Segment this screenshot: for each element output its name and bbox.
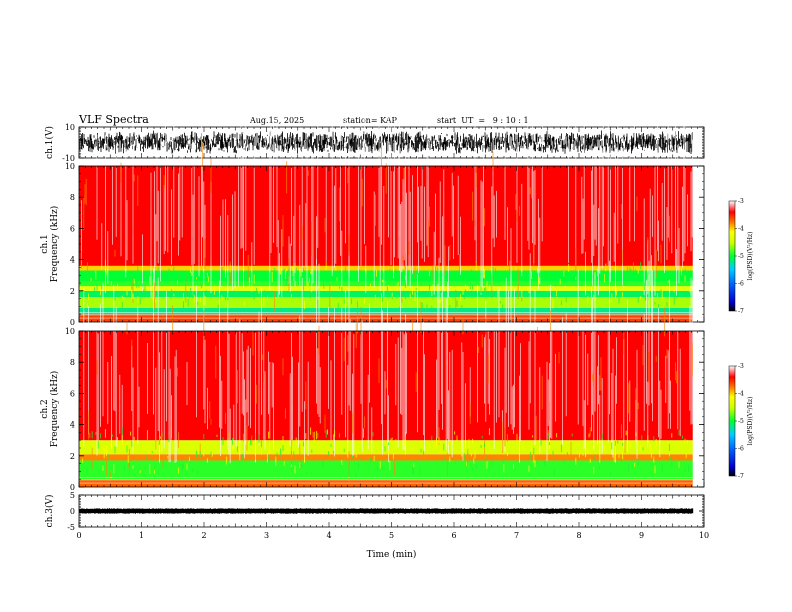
ch1-spectrogram-band: [79, 286, 693, 291]
x-tick-label: 5: [389, 531, 394, 540]
ch1-waveform-ylabel: ch.1(V): [44, 126, 55, 159]
ch1-spectrogram-orange-streaks: [80, 141, 670, 317]
x-axis-label: Time (min): [367, 549, 417, 560]
ch1-spectrogram-ytick-label: 6: [70, 224, 75, 233]
ch1-waveform-axes: 10 -10: [62, 123, 705, 163]
ch1-spectrogram-ytick-label: 8: [70, 193, 75, 202]
ch1-spectrogram-ytick-label: 2: [70, 287, 75, 296]
ch3-waveform-axes: 50-50 1 2 3 4 5 6 7 8 9 10: [67, 491, 709, 540]
station-label: station= KAP: [343, 116, 398, 125]
ch2-spectrogram-ytick-label: 2: [70, 452, 75, 461]
ch1-waveform-marks: [79, 130, 693, 154]
ch1-spectrogram-ylabel: Frequency (kHz): [49, 206, 60, 283]
ch2-spectrogram-band: [79, 440, 693, 455]
ch2-spectrogram-colorbar-tick-label: -5: [738, 418, 744, 425]
ch2-spectrogram-band: [79, 460, 693, 480]
x-tick-label: 6: [451, 531, 456, 540]
ch2-spectrogram-colorbar-tick-label: -3: [738, 363, 744, 370]
ch1-spectrogram-colorbar-tick-label: -3: [738, 198, 744, 205]
ch1-spectrogram-band: [79, 290, 693, 298]
x-tick-label: 10: [699, 531, 709, 540]
x-tick-label: 2: [201, 531, 206, 540]
ch1-spectrogram-band: [79, 281, 693, 287]
x-tick-label: 1: [139, 531, 144, 540]
ch2-colorbar-label: log(PSD)(V²/Hz): [747, 397, 754, 446]
ch3-waveform-ytick-label: 0: [70, 507, 75, 516]
ch2-spectrogram-axes: 0 2 4 6 8 10: [65, 327, 705, 492]
ch2-spectrogram-ylabel-channel: ch.2: [40, 399, 50, 418]
ch1-waveform-ytick-label: 10: [65, 123, 75, 132]
ch2-spectrogram-white-streaks: [83, 253, 693, 464]
ch1-spectrogram-band: [79, 265, 693, 271]
ch2-spectrogram-yellow-speckle: [82, 427, 688, 474]
ch2-spectrogram-green-speckle: [89, 426, 690, 478]
x-tick-label: 0: [76, 531, 81, 540]
ch1-spectrogram-colorbar-tick-label: -7: [738, 308, 744, 315]
ch2-spectrogram-colorbar-ramp: [728, 365, 736, 477]
ch1-spectrogram-ytick-label: 0: [70, 318, 75, 327]
ch2-colorbar: -3 -4 -5 -6 -7: [728, 363, 744, 480]
chart-title: VLF Spectra: [78, 113, 149, 126]
ch1-spectrogram-colorbar-tick-label: -6: [738, 281, 744, 288]
ch1-spectrogram-band: [79, 297, 693, 308]
ch3-waveform-trace: [79, 508, 694, 514]
ch1-spectrogram-ytick-label: 10: [65, 162, 75, 171]
ch1-spectrogram-ytick-label: 4: [70, 256, 75, 265]
ch1-spectrogram-band: [79, 270, 693, 282]
ch3-waveform-ylabel: ch.3(V): [44, 495, 55, 528]
ch1-spectrogram-colorbar-tick-label: -5: [738, 253, 744, 260]
ch2-spectrogram-marks: [78, 253, 704, 487]
ch3-waveform-ytick-label: 5: [70, 491, 75, 500]
ch3-waveform-marks: [79, 508, 694, 514]
ch2-spectrogram-colorbar-tick-label: -7: [738, 473, 744, 480]
ch1-spectrogram-colorbar-tick-label: -4: [738, 226, 744, 233]
start-time-label: start UT = 9 : 10 : 1: [437, 116, 529, 125]
ch1-colorbar-label: log(PSD)(V²/Hz): [747, 232, 754, 281]
ch2-spectrogram-ylabel: Frequency (kHz): [49, 371, 60, 448]
ch1-spectrogram-axes: 0 2 4 6 8 10: [65, 162, 705, 327]
ch3-waveform-panel: 50-50 1 2 3 4 5 6 7 8 9 10 ch.3(V) Time (min): [44, 491, 709, 560]
x-tick-label: 8: [576, 531, 581, 540]
x-tick-label: 3: [264, 531, 269, 540]
ch2-spectrogram-ytick-label: 4: [70, 421, 75, 430]
ch3-waveform-ytick-label: -5: [67, 523, 75, 532]
x-tick-label: 9: [639, 531, 644, 540]
ch2-spectrogram-ytick-label: 0: [70, 483, 75, 492]
x-tick-label: 7: [514, 531, 519, 540]
x-tick-label: 4: [326, 531, 331, 540]
ch1-spectrogram-ylabel-channel: ch.1: [40, 234, 50, 253]
ch1-colorbar: -3 -4 -5 -6 -7: [728, 198, 744, 315]
ch1-waveform-ytick-label: -10: [62, 154, 75, 163]
ch2-spectrogram-ytick-label: 6: [70, 389, 75, 398]
ch1-spectrogram-marks: [78, 78, 704, 322]
ch2-spectrogram-colorbar-tick-label: -6: [738, 446, 744, 453]
ch1-spectrogram-colorbar-ramp: [728, 200, 736, 312]
ch1-waveform-trace: [79, 130, 693, 154]
ch2-spectrogram-band: [79, 454, 693, 461]
ch2-spectrogram-colorbar-tick-label: -4: [738, 391, 744, 398]
ch1-spectrogram-band: [79, 307, 693, 315]
ch2-spectrogram-ytick-label: 10: [65, 327, 75, 336]
ch1-waveform-panel: 10 -10 ch.1(V): [44, 123, 705, 163]
ch2-spectrogram-ytick-label: 8: [70, 358, 75, 367]
